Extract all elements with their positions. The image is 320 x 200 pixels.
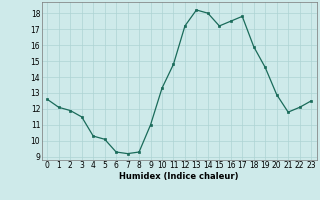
X-axis label: Humidex (Indice chaleur): Humidex (Indice chaleur): [119, 172, 239, 181]
